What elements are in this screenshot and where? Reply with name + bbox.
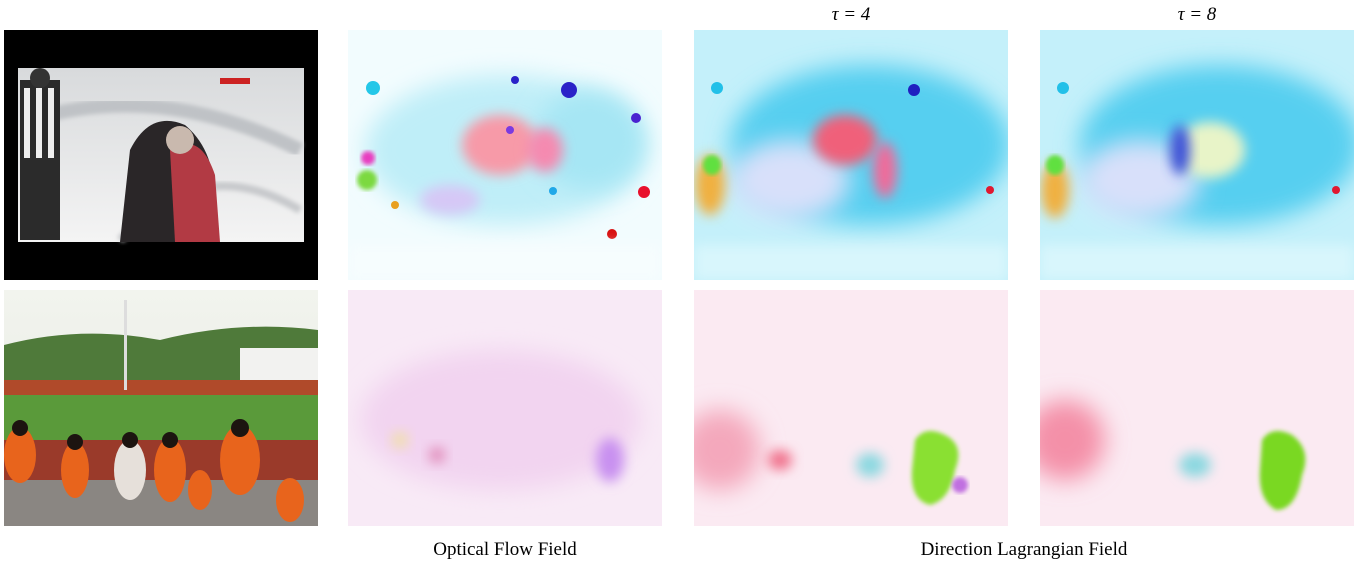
tau-label: τ = 4 bbox=[832, 4, 871, 25]
flow-field bbox=[348, 290, 662, 526]
tau-label: τ = 8 bbox=[1178, 4, 1217, 25]
lagrangian-field bbox=[694, 30, 1010, 280]
caption: Optical Flow Field bbox=[433, 539, 577, 560]
lagrangian-field bbox=[680, 290, 1008, 526]
figure: τ = 4 τ = 8 bbox=[0, 0, 1366, 565]
lagrangian-field bbox=[1025, 290, 1354, 526]
video-frame bbox=[4, 290, 318, 526]
video-frame bbox=[4, 30, 318, 280]
page: τ = 4 τ = 8 bbox=[0, 0, 1366, 565]
flow-field bbox=[348, 30, 662, 280]
caption: Direction Lagrangian Field bbox=[921, 539, 1128, 560]
lagrangian-field bbox=[1040, 30, 1360, 280]
